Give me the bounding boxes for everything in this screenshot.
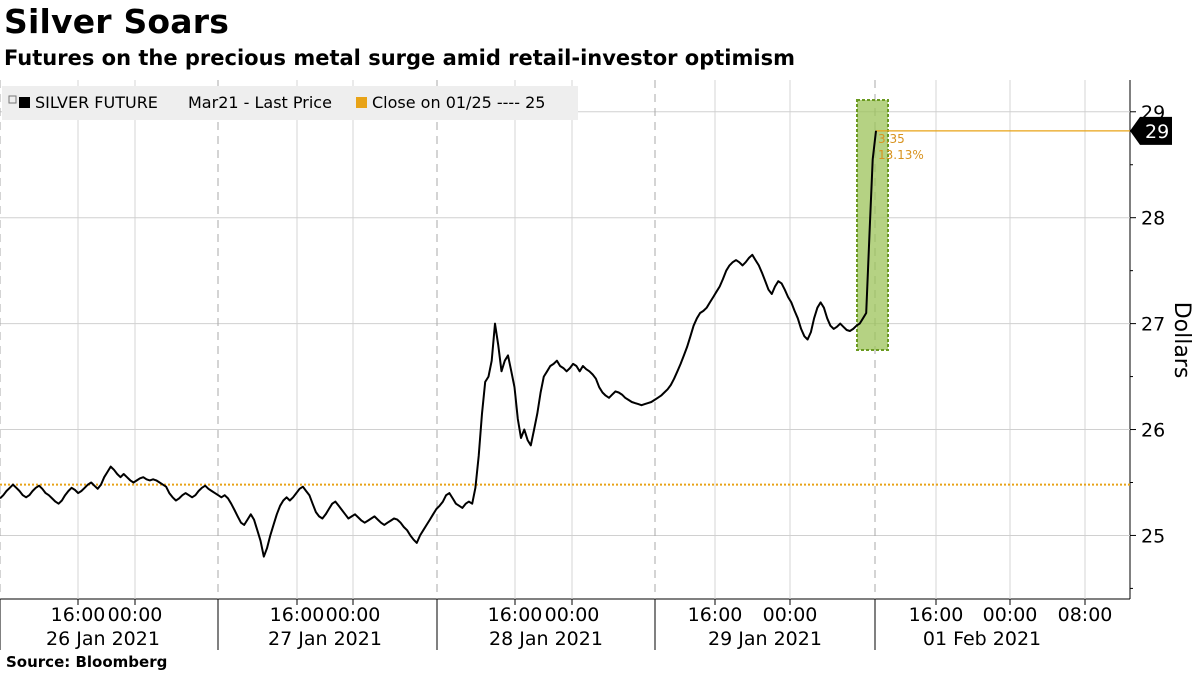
x-time-label-2: 16:00 xyxy=(270,604,325,626)
legend-series-label: SILVER FUTURE xyxy=(35,93,158,112)
y-axis-label: Dollars xyxy=(1169,302,1194,379)
x-time-label-4: 16:00 xyxy=(488,604,543,626)
last-value-tag xyxy=(1130,116,1172,145)
y-tick-label-4: 29 xyxy=(1141,102,1165,124)
vertical-gridlines xyxy=(77,80,1086,599)
legend-collapse-icon[interactable] xyxy=(8,95,17,104)
x-time-label-8: 16:00 xyxy=(909,604,964,626)
x-time-label-3: 00:00 xyxy=(326,604,381,626)
legend-series-detail: Mar21 - Last Price xyxy=(188,93,332,112)
x-day-label-4: 01 Feb 2021 xyxy=(923,628,1041,650)
x-time-label-1: 00:00 xyxy=(108,604,163,626)
x-day-label-0: 26 Jan 2021 xyxy=(46,628,160,650)
y-tick-label-1: 26 xyxy=(1141,420,1165,442)
annotation-percent: 13.13% xyxy=(878,148,924,162)
x-time-label-6: 16:00 xyxy=(688,604,743,626)
plot-area xyxy=(0,80,1130,599)
x-time-label-10: 08:00 xyxy=(1058,604,1113,626)
y-tick-label-3: 28 xyxy=(1141,208,1165,230)
legend-swatch-reference xyxy=(356,97,367,108)
x-axis-ticks: 16:00 00:00 16:00 00:00 16:00 00:00 16:00 00:00… xyxy=(0,599,1112,650)
chart-title: Silver Soars xyxy=(4,2,230,41)
y-tick-label-2: 27 xyxy=(1141,314,1165,336)
series-line-silver-future xyxy=(0,130,877,558)
legend-swatch-series xyxy=(19,97,30,108)
y-tick-label-0: 25 xyxy=(1141,525,1165,547)
last-value-label: 29 xyxy=(1145,121,1169,143)
x-time-label-5: 00:00 xyxy=(545,604,600,626)
x-day-label-1: 27 Jan 2021 xyxy=(268,628,382,650)
source-note: Source: Bloomberg xyxy=(6,653,168,671)
legend-background xyxy=(2,86,578,120)
x-day-label-2: 28 Jan 2021 xyxy=(489,628,603,650)
annotation-change: 3.35 xyxy=(878,132,905,146)
legend: SILVER FUTURE Mar21 - Last Price Close o… xyxy=(2,86,578,120)
legend-reference-label: Close on 01/25 ---- 25 xyxy=(372,93,545,112)
x-day-label-3: 29 Jan 2021 xyxy=(708,628,822,650)
chart-subtitle: Futures on the precious metal surge amid… xyxy=(4,46,795,70)
x-time-label-0: 16:00 xyxy=(51,604,106,626)
x-time-label-7: 00:00 xyxy=(763,604,818,626)
y-axis-ticks: 25 26 27 28 29 xyxy=(1130,102,1165,589)
surge-highlight-box xyxy=(856,99,889,351)
x-time-label-9: 00:00 xyxy=(983,604,1038,626)
